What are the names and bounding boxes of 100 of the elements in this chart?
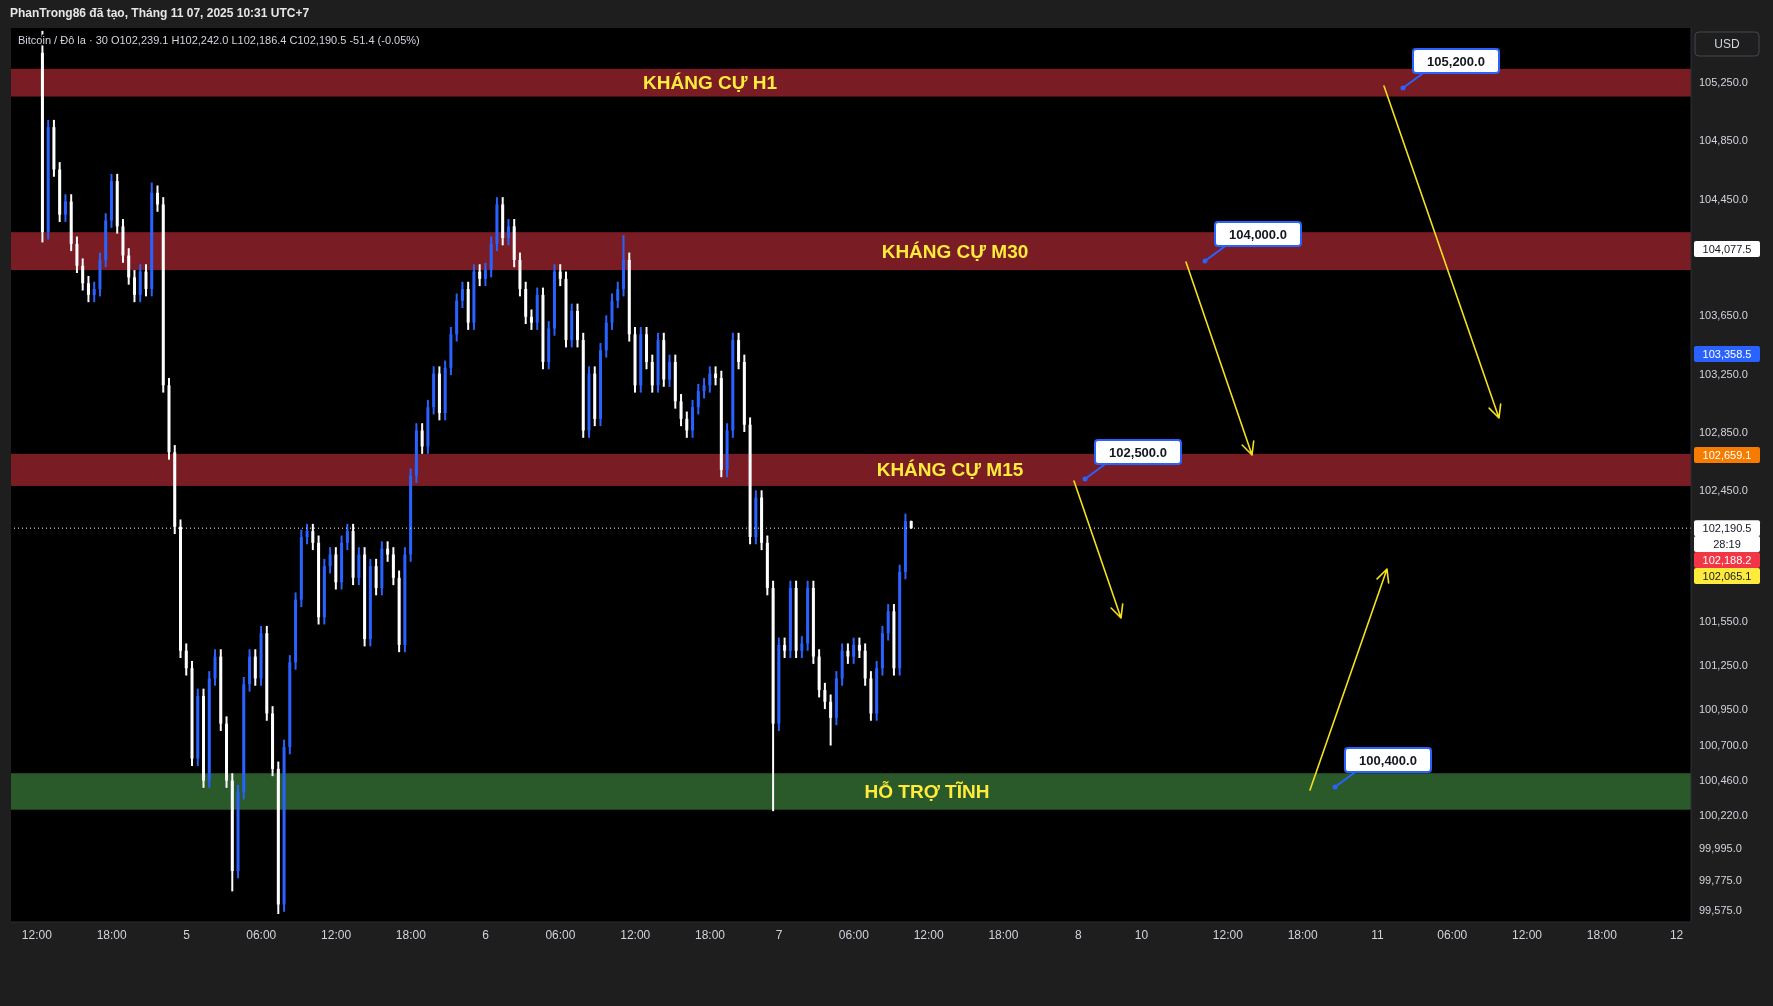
candlestick — [357, 546, 361, 587]
x-tick-label: 18:00 — [1586, 927, 1618, 942]
text: 103,358.5 — [1702, 348, 1752, 360]
y-tick-label: 103,650.0 — [1699, 309, 1748, 322]
x-tick-label: 18:00 — [695, 927, 726, 942]
candlestick — [599, 342, 602, 428]
x-tick-label: 5 — [183, 927, 191, 942]
annotation: 105,200.0 — [1427, 53, 1485, 69]
band-label: KHÁNG CỰ M30 — [881, 240, 1029, 262]
chart-title: PhanTrong86 đã tạo, Tháng 11 07, 2025 10:31 UTC+7 — [10, 6, 310, 20]
candlestick — [328, 546, 332, 575]
candlestick — [823, 681, 827, 711]
x-tick-label: 6 — [482, 927, 490, 942]
candlestick — [86, 274, 90, 304]
x-tick-label: 06:00 — [246, 927, 277, 942]
band-label: HỖ TRỢ TĨNH — [864, 780, 990, 802]
candlestick — [575, 302, 579, 349]
candlestick — [800, 635, 804, 660]
x-tick-label: 12 — [1669, 927, 1684, 942]
y-tick-label: 102,450.0 — [1699, 484, 1748, 497]
x-tick-label: 12:00 — [21, 927, 53, 942]
text: 102,188.2 — [1702, 554, 1752, 566]
candlestick — [305, 522, 309, 546]
candlestick — [420, 422, 424, 455]
y-tick-label: 99,995.0 — [1699, 842, 1742, 855]
candlestick — [92, 280, 96, 304]
x-tick-label: 18:00 — [1287, 927, 1318, 942]
candlestick — [63, 193, 67, 223]
x-tick-label: 12:00 — [1212, 927, 1244, 942]
candlestick — [696, 382, 700, 416]
candlestick — [132, 269, 136, 304]
annotation: 104,000.0 — [1229, 226, 1287, 242]
x-tick-label: 18:00 — [988, 927, 1019, 942]
candlestick — [253, 648, 257, 687]
candlestick — [714, 365, 718, 387]
candlestick — [679, 393, 683, 428]
candlestick — [691, 398, 695, 439]
candlestick — [460, 280, 464, 310]
y-tick-label: 100,950.0 — [1699, 702, 1748, 715]
candlestick — [391, 546, 395, 587]
y-tick-label: 100,460.0 — [1699, 774, 1748, 787]
candlestick — [374, 557, 378, 597]
y-tick-label: 99,575.0 — [1699, 903, 1742, 916]
candlestick — [829, 693, 833, 747]
y-tick-label: 102,850.0 — [1699, 425, 1748, 438]
candlestick — [184, 642, 188, 677]
x-tick-label: 12:00 — [321, 927, 352, 942]
candlestick — [783, 636, 787, 660]
candlestick — [127, 247, 131, 286]
candlestick — [144, 263, 148, 298]
candlestick — [483, 261, 487, 288]
x-tick-label: 12:00 — [913, 927, 945, 942]
y-tick-label: 101,550.0 — [1699, 615, 1748, 628]
annotation: 102,500.0 — [1109, 444, 1167, 460]
x-tick-label: 8 — [1074, 927, 1082, 942]
candlestick — [708, 365, 712, 394]
band-label: KHÁNG CỰ M15 — [876, 459, 1024, 481]
candlestick — [610, 292, 614, 331]
x-tick-label: 06:00 — [545, 927, 576, 942]
band-label: KHÁNG CỰ H1 — [643, 72, 778, 94]
candlestick — [345, 522, 349, 552]
y-tick-label: 104,450.0 — [1699, 192, 1748, 205]
x-tick-label: 7 — [775, 927, 783, 942]
candlestick — [846, 642, 850, 665]
candlestick — [81, 257, 85, 292]
x-tick-label: 12:00 — [620, 927, 651, 942]
x-tick-label: 18:00 — [395, 927, 427, 942]
text: 104,077.5 — [1702, 243, 1752, 255]
y-tick-label: 100,220.0 — [1699, 809, 1748, 822]
y-tick-label: 99,775.0 — [1699, 874, 1742, 887]
candlestick — [506, 218, 510, 247]
x-tick-label: 12:00 — [1512, 927, 1543, 942]
candlestick — [852, 636, 856, 665]
candlestick — [213, 648, 217, 687]
candlestick — [737, 331, 741, 371]
candlestick — [558, 263, 562, 288]
candlestick — [668, 353, 672, 388]
candlestick — [857, 636, 861, 660]
candlestick — [886, 603, 890, 642]
x-tick-label: 11 — [1371, 927, 1384, 942]
text: USD — [1714, 37, 1740, 51]
ref-line-label: 102,190.5 — [1702, 522, 1752, 535]
candlestick — [650, 353, 654, 394]
candlestick — [529, 308, 533, 331]
y-tick-label: 103,250.0 — [1699, 367, 1748, 380]
annotation: 100,400.0 — [1359, 752, 1417, 768]
candlestick — [202, 687, 206, 789]
candlestick — [478, 263, 482, 288]
candlestick — [685, 410, 689, 439]
candlestick — [75, 235, 79, 275]
text: 102,659.1 — [1702, 449, 1752, 461]
text: 102,065.1 — [1702, 570, 1752, 582]
candlestick — [616, 280, 620, 310]
candlestick — [138, 263, 142, 304]
x-tick-label: 06:00 — [838, 927, 870, 942]
y-tick-label: 104,850.0 — [1699, 134, 1748, 147]
candlestick — [622, 234, 626, 298]
x-tick-label: 18:00 — [96, 927, 128, 942]
candlestick — [702, 377, 706, 400]
x-tick-label: 10 — [1134, 927, 1149, 942]
